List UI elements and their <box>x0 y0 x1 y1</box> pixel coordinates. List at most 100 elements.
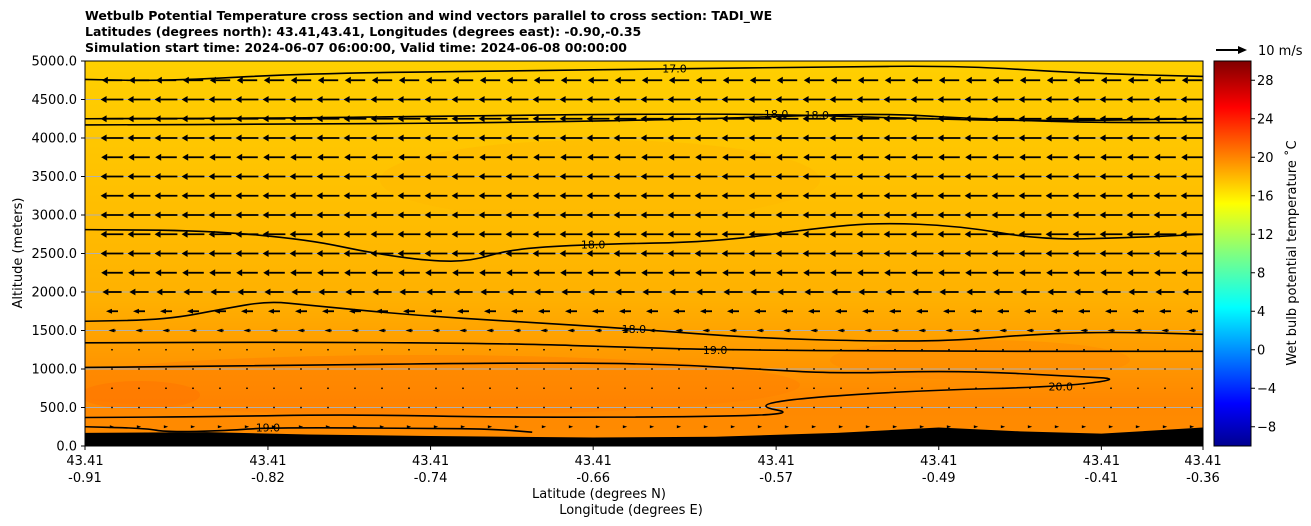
wind-arrow <box>991 134 1015 142</box>
wind-arrow <box>371 153 393 161</box>
wind-arrow <box>862 308 874 314</box>
wind-arrow <box>1045 230 1069 238</box>
wind-arrow <box>857 76 879 84</box>
colorbar-tick-label: 8 <box>1257 266 1265 281</box>
wind-arrow <box>163 425 169 429</box>
colorbar-gradient <box>1214 61 1251 446</box>
wind-arrow <box>397 115 421 123</box>
wind-arrow <box>729 328 737 333</box>
wind-arrow <box>532 192 556 200</box>
wind-arrow <box>187 308 199 314</box>
wind-arrow <box>802 211 826 219</box>
wind-arrow <box>748 173 772 180</box>
wind-arrow <box>1128 288 1148 296</box>
wind-arrow <box>1072 230 1096 238</box>
wind-arrow <box>138 406 140 409</box>
wind-arrow <box>1180 96 1203 103</box>
wind-arrow <box>775 115 799 123</box>
wind-arrow <box>108 328 116 333</box>
wind-arrow <box>570 406 572 409</box>
title-line-3: Simulation start time: 2024-06-07 06:00:… <box>85 40 627 55</box>
wind-arrow <box>884 269 906 277</box>
wind-arrow <box>543 348 545 351</box>
wind-arrow <box>754 308 766 314</box>
wind-arrow <box>776 269 798 277</box>
wind-arrow <box>829 230 853 238</box>
wind-arrow <box>1164 368 1166 370</box>
wind-arrow <box>1153 96 1177 103</box>
wind-arrow <box>533 269 555 277</box>
wind-arrow <box>101 269 123 277</box>
wind-arrow <box>345 288 365 296</box>
wind-arrow <box>559 115 583 123</box>
wind-arrow <box>640 134 664 142</box>
wind-arrow <box>567 328 575 333</box>
wind-arrow <box>349 308 361 314</box>
wind-arrow <box>649 425 655 429</box>
wind-arrow <box>154 230 178 238</box>
wind-arrow <box>100 134 124 142</box>
wind-arrow <box>1181 76 1203 84</box>
wind-arrow <box>991 211 1015 219</box>
wind-arrow <box>316 115 340 123</box>
wind-arrow <box>1126 230 1150 238</box>
wind-arrow <box>425 153 447 161</box>
wind-arrow <box>1026 328 1034 333</box>
wind-arrow <box>1127 153 1149 161</box>
wind-arrow <box>505 96 529 103</box>
wind-arrow <box>587 153 609 161</box>
wind-arrow <box>289 115 313 123</box>
wind-arrow <box>506 76 528 84</box>
wind-arrow <box>594 328 602 333</box>
wind-arrow <box>910 211 934 219</box>
wind-arrow <box>640 96 664 103</box>
wind-arrow <box>109 425 115 429</box>
colorbar-ticks: −8 −4 0 4 8 12 16 20 24 28 <box>1251 74 1276 435</box>
wind-arrow <box>992 76 1014 84</box>
wind-arrow <box>1046 76 1068 84</box>
wind-arrow <box>667 211 691 219</box>
wind-arrow <box>748 134 772 142</box>
wind-arrow <box>273 387 275 390</box>
wind-arrow <box>883 96 907 103</box>
wind-arrow <box>964 134 988 142</box>
wind-arrow <box>721 250 745 257</box>
wind-arrow <box>381 406 383 409</box>
x-tick-label-lon: -0.57 <box>759 471 793 486</box>
wind-arrow <box>1110 368 1112 370</box>
wind-arrow <box>1132 308 1144 314</box>
wind-arrow <box>894 348 896 351</box>
wind-arrow <box>273 348 275 351</box>
wind-arrow <box>1078 308 1090 314</box>
wind-arrow <box>640 230 664 238</box>
wind-arrow <box>694 134 718 142</box>
wind-arrow <box>919 425 925 429</box>
wind-arrow <box>975 348 977 351</box>
wind-arrow <box>991 173 1015 180</box>
wind-arrow <box>756 328 764 333</box>
wind-arrow <box>570 348 572 351</box>
wind-arrow <box>408 348 410 351</box>
wind-arrow <box>424 173 448 180</box>
wind-arrow <box>856 211 880 219</box>
wind-arrow <box>1191 368 1193 370</box>
wind-arrow <box>1155 288 1175 296</box>
wind-arrow <box>1127 76 1149 84</box>
y-tick-label: 2000.0 <box>32 286 78 301</box>
wind-arrow <box>1002 368 1004 370</box>
wind-arrow <box>344 269 366 277</box>
wind-arrow <box>597 348 599 351</box>
wind-arrow <box>723 288 743 296</box>
wind-arrow <box>506 269 528 277</box>
wind-arrow <box>101 153 123 161</box>
wind-arrow <box>462 368 464 370</box>
wind-arrow <box>992 269 1014 277</box>
wind-arrow <box>478 134 502 142</box>
wind-arrow <box>327 368 329 370</box>
wind-arrow <box>181 173 205 180</box>
wind-arrow <box>484 308 496 314</box>
wind-arrow <box>1153 134 1177 142</box>
wind-arrow <box>1108 425 1114 429</box>
wind-arrow <box>667 192 691 200</box>
wind-arrow <box>435 387 437 390</box>
